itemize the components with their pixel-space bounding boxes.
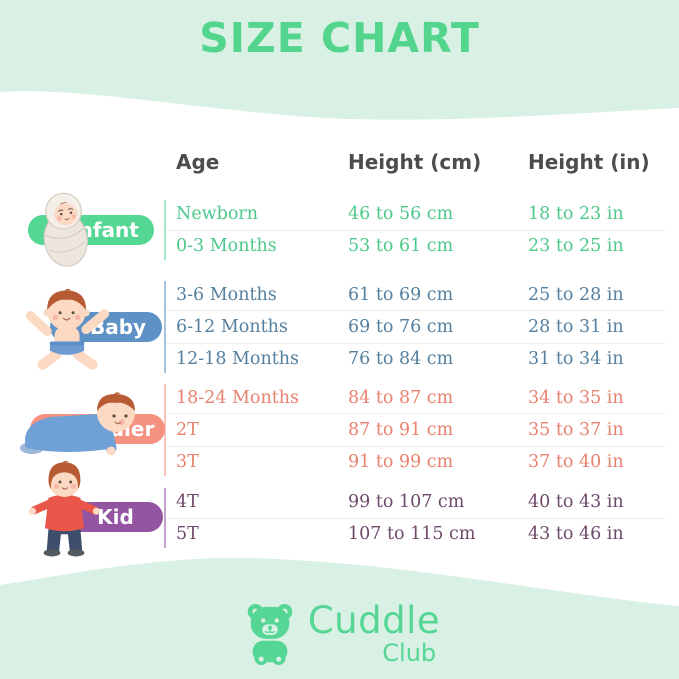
age-cell: 2T <box>176 419 199 440</box>
kid-group-divider <box>164 488 166 548</box>
column-header-height-cm: Height (cm) <box>348 150 482 174</box>
height-in-cell: 28 to 31 in <box>528 316 624 337</box>
baby-rows: 3-6 Months 61 to 69 cm 25 to 28 in 6-12 … <box>164 279 665 375</box>
top-wave-decoration <box>0 70 679 120</box>
table-row: 0-3 Months 53 to 61 cm 23 to 25 in <box>166 231 665 263</box>
age-cell: 0-3 Months <box>176 236 277 257</box>
age-cell: 3T <box>176 452 199 473</box>
height-cm-cell: 107 to 115 cm <box>348 524 476 545</box>
height-cm-cell: 69 to 76 cm <box>348 316 454 337</box>
height-in-cell: 31 to 34 in <box>528 349 624 370</box>
sitting-baby-illustration <box>25 288 110 370</box>
table-header: Age Height (cm) Height (in) <box>176 150 665 174</box>
table-row: 12-18 Months 76 to 84 cm 31 to 34 in <box>166 344 665 375</box>
age-cell: 4T <box>176 491 199 512</box>
height-cm-cell: 84 to 87 cm <box>348 387 454 408</box>
table-row: 3-6 Months 61 to 69 cm 25 to 28 in <box>166 279 665 312</box>
group-section-kid: Kid <box>0 460 679 557</box>
swaddled-infant-illustration <box>43 192 88 267</box>
baby-figure-area: Baby <box>0 279 166 375</box>
group-section-infant: Infant <box>0 192 679 267</box>
brand-wordmark: Cuddle Club <box>308 601 440 666</box>
table-row: 6-12 Months 69 to 76 cm 28 to 31 in <box>166 311 665 344</box>
table-row: 2T 87 to 91 cm 35 to 37 in <box>166 414 665 447</box>
height-cm-cell: 53 to 61 cm <box>348 236 454 257</box>
age-cell: 18-24 Months <box>176 387 300 408</box>
infant-figure-area: Infant <box>0 192 166 267</box>
bottom-wave-decoration <box>0 557 679 620</box>
age-cell: Newborn <box>176 203 259 224</box>
age-cell: 5T <box>176 524 199 545</box>
height-cm-cell: 91 to 99 cm <box>348 452 454 473</box>
height-cm-cell: 46 to 56 cm <box>348 203 454 224</box>
brand-name: Cuddle <box>307 599 441 642</box>
toddler-group-divider <box>164 384 166 476</box>
kid-figure-area: Kid <box>0 460 166 557</box>
crawling-toddler-illustration <box>20 392 135 456</box>
infant-group-divider <box>164 200 166 260</box>
group-section-toddler: Toddler 18-24 Months 84 to 87 cm <box>0 382 679 478</box>
age-cell: 12-18 Months <box>176 349 300 370</box>
height-in-cell: 43 to 46 in <box>528 524 624 545</box>
brand-logo: Cuddle Club <box>0 601 679 667</box>
kid-rows: 4T 99 to 107 cm 40 to 43 in 5T 107 to 11… <box>164 486 665 551</box>
height-in-cell: 35 to 37 in <box>528 419 624 440</box>
toddler-rows: 18-24 Months 84 to 87 cm 34 to 35 in 2T … <box>164 382 665 478</box>
baby-group-divider <box>164 281 166 373</box>
height-cm-cell: 87 to 91 cm <box>348 419 454 440</box>
standing-kid-illustration <box>28 460 100 557</box>
column-header-height-in: Height (in) <box>528 150 650 174</box>
height-in-cell: 37 to 40 in <box>528 452 624 473</box>
age-cell: 3-6 Months <box>176 284 277 305</box>
height-in-cell: 40 to 43 in <box>528 491 624 512</box>
height-in-cell: 23 to 25 in <box>528 236 624 257</box>
height-in-cell: 34 to 35 in <box>528 387 624 408</box>
height-cm-cell: 76 to 84 cm <box>348 349 454 370</box>
height-cm-cell: 61 to 69 cm <box>348 284 454 305</box>
teddy-bear-icon <box>247 603 293 665</box>
table-row: 18-24 Months 84 to 87 cm 34 to 35 in <box>166 382 665 415</box>
table-row: 3T 91 to 99 cm 37 to 40 in <box>166 447 665 478</box>
kid-group-label: Kid <box>97 505 134 529</box>
table-row: Newborn 46 to 56 cm 18 to 23 in <box>166 198 665 231</box>
height-in-cell: 18 to 23 in <box>528 203 624 224</box>
table-row: 5T 107 to 115 cm 43 to 46 in <box>166 519 665 551</box>
age-cell: 6-12 Months <box>176 316 288 337</box>
height-in-cell: 25 to 28 in <box>528 284 624 305</box>
infant-rows: Newborn 46 to 56 cm 18 to 23 in 0-3 Mont… <box>164 198 665 263</box>
height-cm-cell: 99 to 107 cm <box>348 491 465 512</box>
group-section-baby: Baby <box>0 279 679 375</box>
column-header-age: Age <box>176 150 220 174</box>
toddler-figure-area: Toddler <box>0 382 166 478</box>
brand-subname: Club <box>382 639 437 667</box>
page-title: SIZE CHART <box>199 14 480 62</box>
table-row: 4T 99 to 107 cm 40 to 43 in <box>166 486 665 519</box>
